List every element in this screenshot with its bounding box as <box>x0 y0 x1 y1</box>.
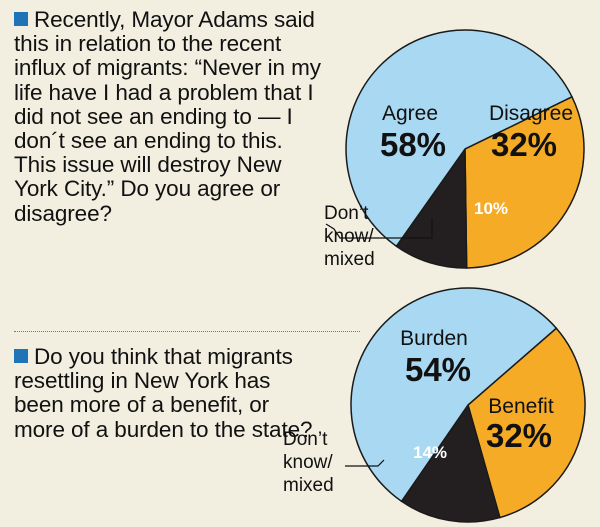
pie-chart-agree-disagree: Agree 58% Disagree 32% 10% Don’t know/ m… <box>324 29 585 270</box>
slice-value-dk: 10% <box>474 199 508 218</box>
dk-label-line-3: mixed <box>324 249 375 270</box>
dk-label-line-1: Don’t <box>283 429 328 450</box>
pie-slice-dk <box>400 403 501 523</box>
slice-value-dk: 14% <box>413 443 447 462</box>
question-1-text: Recently, Mayor Adams said this in relat… <box>14 7 321 226</box>
slice-label-agree: Agree <box>382 102 438 125</box>
pie-slice-agree <box>345 29 573 248</box>
bullet-square-icon <box>14 12 28 26</box>
dk-label-line-2: know/ <box>283 452 333 473</box>
dk-label-line-3: mixed <box>283 475 334 496</box>
slice-label-disagree: Disagree <box>489 102 573 125</box>
slice-value-disagree: 32% <box>491 126 557 163</box>
slice-value-benefit: 32% <box>486 417 552 454</box>
question-2: Do you think that migrants resettling in… <box>14 344 324 442</box>
question-2-text: Do you think that migrants resettling in… <box>14 344 313 442</box>
pie-slice-benefit <box>467 327 586 519</box>
dk-label-line-2: know/ <box>324 226 374 247</box>
dk-label-line-1: Don’t <box>324 203 369 224</box>
question-1: Recently, Mayor Adams said this in relat… <box>14 7 324 226</box>
pie-chart-burden-benefit: Burden 54% Benefit 32% 14% Don’t know/ m… <box>283 287 586 523</box>
bullet-square-icon <box>14 349 28 363</box>
slice-value-agree: 58% <box>380 126 446 163</box>
slice-label-burden: Burden <box>400 327 468 350</box>
dk-leader-line <box>325 218 433 239</box>
slice-label-benefit: Benefit <box>488 395 554 418</box>
pie-slice-disagree <box>464 95 585 269</box>
slice-value-burden: 54% <box>405 351 471 388</box>
pie-slice-burden <box>350 287 558 503</box>
dk-leader-line <box>345 459 385 467</box>
divider <box>14 331 360 332</box>
